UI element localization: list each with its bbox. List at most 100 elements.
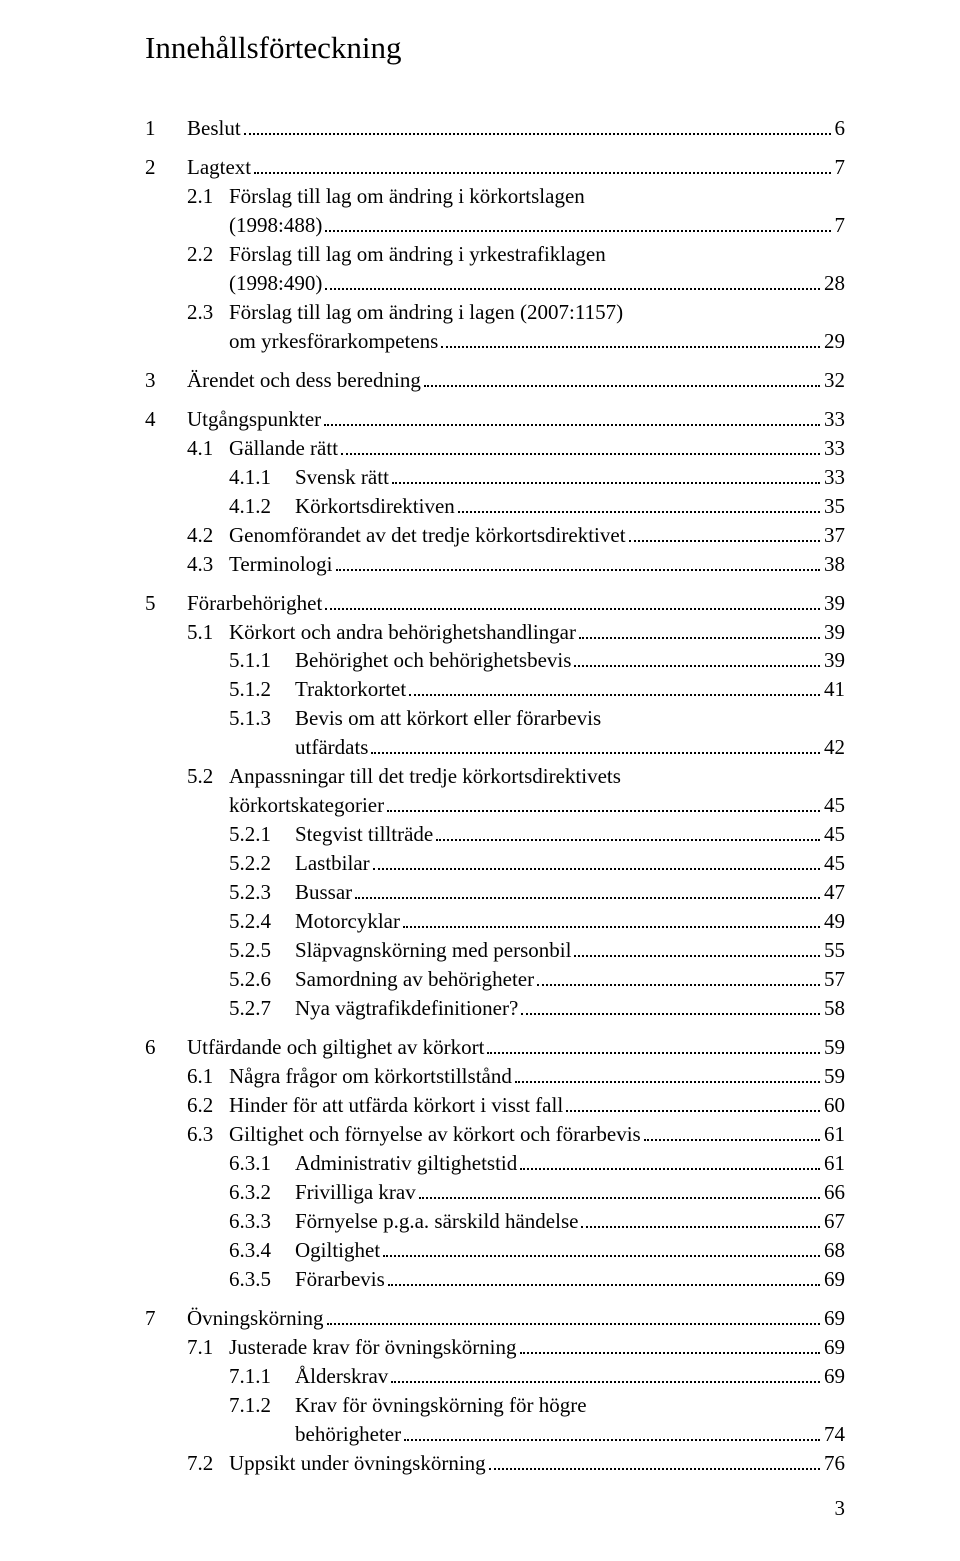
toc-leader: [424, 370, 820, 387]
toc-entry: 6.1Några frågor om körkortstillstånd59: [145, 1062, 845, 1091]
toc-entry-page: 55: [824, 936, 845, 965]
toc-leader: [404, 1424, 820, 1441]
toc-entry-continuation: (1998:490) 28: [145, 269, 845, 298]
toc-leader: [566, 1095, 820, 1112]
toc-entry-number: 4.2: [145, 521, 229, 550]
toc-entry-number: 5.2: [145, 762, 229, 791]
toc-entry-label-cont: (1998:490): [229, 269, 322, 298]
toc-entry: 7.1.2Krav för övningskörning för högre: [145, 1391, 845, 1420]
toc-entry-page: 45: [824, 791, 845, 820]
toc-entry-page: 29: [824, 327, 845, 356]
toc-entry-label: Terminologi: [229, 550, 333, 579]
toc-leader: [324, 409, 820, 426]
toc-entry: 5.2.1Stegvist tillträde45: [145, 820, 845, 849]
toc-leader: [383, 1240, 820, 1257]
toc-entry-label: Ålderskrav: [295, 1362, 388, 1391]
toc-entry-number: 6: [145, 1033, 187, 1062]
toc-entry-number: 7.1: [145, 1333, 229, 1362]
toc-leader: [520, 1153, 820, 1170]
toc-entry-label: Övningskörning: [187, 1304, 324, 1333]
toc-leader: [581, 1211, 820, 1228]
toc-entry-label: Hinder för att utfärda körkort i visst f…: [229, 1091, 563, 1120]
toc-leader: [355, 882, 820, 899]
toc-entry: 5.1.1Behörighet och behörighetsbevis39: [145, 646, 845, 675]
toc-entry: 6.3.2Frivilliga krav66: [145, 1178, 845, 1207]
toc-entry-number: 7.1.1: [145, 1362, 295, 1391]
toc-entry-number: 5.2.7: [145, 994, 295, 1023]
toc-entry: 5.1.3Bevis om att körkort eller förarbev…: [145, 704, 845, 733]
toc-leader: [336, 554, 820, 571]
toc-entry-page: 7: [835, 153, 846, 182]
toc-entry-page: 68: [824, 1236, 845, 1265]
toc-entry-page: 76: [824, 1449, 845, 1478]
toc-entry-number: 5.2.4: [145, 907, 295, 936]
toc-entry: 5.2Anpassningar till det tredje körkorts…: [145, 762, 845, 791]
toc-entry-number: 4.3: [145, 550, 229, 579]
toc-entry: 2.3Förslag till lag om ändring i lagen (…: [145, 298, 845, 327]
toc-entry-page: 74: [824, 1420, 845, 1449]
toc-entry-label: Frivilliga krav: [295, 1178, 416, 1207]
toc-leader: [388, 1269, 820, 1286]
toc-leader: [254, 157, 830, 174]
toc-entry-number: 6.3.1: [145, 1149, 295, 1178]
toc-entry: 7Övningskörning69: [145, 1304, 845, 1333]
toc-entry-label: Förarbehörighet: [187, 589, 322, 618]
toc-entry: 1Beslut6: [145, 114, 845, 143]
toc-entry: 7.2Uppsikt under övningskörning76: [145, 1449, 845, 1478]
toc-entry: 5.2.2Lastbilar45: [145, 849, 845, 878]
toc-entry-label: Giltighet och förnyelse av körkort och f…: [229, 1120, 641, 1149]
toc-entry-label-cont: körkortskategorier: [229, 791, 384, 820]
toc-entry-label: Utgångspunkter: [187, 405, 321, 434]
toc-entry-number: 6.3.3: [145, 1207, 295, 1236]
toc-entry: 6.3.3Förnyelse p.g.a. särskild händelse6…: [145, 1207, 845, 1236]
toc-entry: 6.3.5Förarbevis69: [145, 1265, 845, 1294]
toc-entry-page: 6: [835, 114, 846, 143]
toc-entry-label: Anpassningar till det tredje körkortsdir…: [229, 762, 621, 791]
toc-entry-number: 4.1: [145, 434, 229, 463]
toc-leader: [371, 738, 820, 755]
toc-leader: [441, 331, 820, 348]
toc-leader: [325, 273, 820, 290]
toc-entry-label: Bevis om att körkort eller förarbevis: [295, 704, 601, 733]
toc-entry-continuation: (1998:488)7: [145, 211, 845, 240]
toc-entry-number: 2.3: [145, 298, 229, 327]
toc-leader: [325, 215, 830, 232]
toc-entry-page: 41: [824, 675, 845, 704]
toc-leader: [409, 680, 820, 697]
toc-entry-number: 4.1.1: [145, 463, 295, 492]
toc-entry-number: 5.1: [145, 618, 229, 647]
toc-entry-page: 32: [824, 366, 845, 395]
toc-entry-page: 39: [824, 589, 845, 618]
toc-entry-page: 45: [824, 820, 845, 849]
toc-entry-number: 6.3.4: [145, 1236, 295, 1265]
toc-entry-number: 5: [145, 589, 187, 618]
toc-entry-page: 57: [824, 965, 845, 994]
toc-entry-label-cont: utfärdats: [295, 733, 368, 762]
toc-entry-label: Ogiltighet: [295, 1236, 380, 1265]
toc-entry-page: 35: [824, 492, 845, 521]
toc-entry-number: 3: [145, 366, 187, 395]
toc-entry-number: 5.2.6: [145, 965, 295, 994]
toc-entry-continuation: behörigheter 74: [145, 1420, 845, 1449]
toc-entry: 5.1Körkort och andra behörighetshandling…: [145, 618, 845, 647]
toc-entry-label: Krav för övningskörning för högre: [295, 1391, 587, 1420]
toc-entry: 6.2Hinder för att utfärda körkort i viss…: [145, 1091, 845, 1120]
toc-entry-label-cont: om yrkesförarkompetens: [229, 327, 438, 356]
toc-entry-label-cont: behörigheter: [295, 1420, 401, 1449]
toc-entry-continuation: utfärdats42: [145, 733, 845, 762]
toc-entry-page: 39: [824, 646, 845, 675]
toc-entry-number: 6.3.5: [145, 1265, 295, 1294]
toc-entry: 5.2.5Släpvagnskörning med personbil55: [145, 936, 845, 965]
toc-entry-number: 5.1.3: [145, 704, 295, 733]
toc-entry-number: 5.2.1: [145, 820, 295, 849]
toc-leader: [629, 525, 820, 542]
toc-entry: 5.1.2Traktorkortet41: [145, 675, 845, 704]
toc-entry-label: Körkort och andra behörighetshandlingar: [229, 618, 576, 647]
toc-entry-page: 69: [824, 1304, 845, 1333]
toc-entry-label: Förslag till lag om ändring i lagen (200…: [229, 298, 623, 327]
toc-entry: 4Utgångspunkter33: [145, 405, 845, 434]
toc-entry-page: 28: [824, 269, 845, 298]
toc-entry-page: 69: [824, 1362, 845, 1391]
toc-entry-page: 66: [824, 1178, 845, 1207]
toc-entry-page: 47: [824, 878, 845, 907]
